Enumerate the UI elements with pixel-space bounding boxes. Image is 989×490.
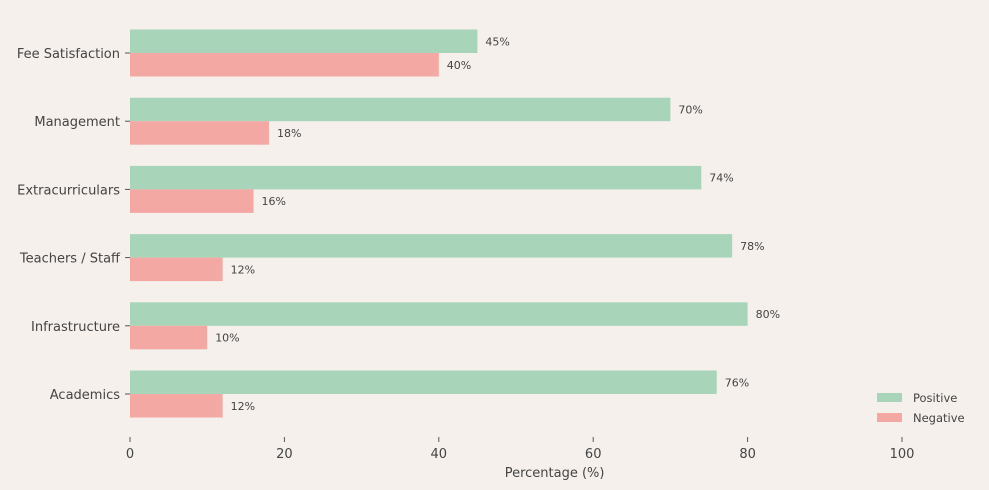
legend-swatch-negative bbox=[877, 413, 902, 422]
bars-layer bbox=[130, 29, 748, 418]
bar-positive-1 bbox=[130, 29, 478, 53]
bar-positive-2 bbox=[130, 97, 671, 122]
bar-positive-5 bbox=[130, 302, 748, 326]
bar-negative-2 bbox=[130, 121, 269, 145]
value-labels-layer: 45% 40% 70% 18% 74% 16% 78% 12% 80% 10% 76% 12% bbox=[215, 35, 780, 413]
legend-label-negative: Negative bbox=[913, 411, 965, 425]
bar-positive-3 bbox=[130, 165, 702, 190]
legend: Positive Negative bbox=[877, 391, 965, 425]
bar-negative-1 bbox=[130, 53, 439, 77]
value-label-negative-5: 10% bbox=[215, 332, 239, 345]
category-labels-layer: Fee Satisfaction Management Extracurricula… bbox=[17, 47, 130, 403]
value-label-negative-2: 18% bbox=[277, 127, 301, 140]
category-label-4: Teachers / Staff bbox=[19, 252, 121, 267]
bar-negative-3 bbox=[130, 189, 254, 213]
value-label-negative-3: 16% bbox=[262, 195, 286, 208]
bar-positive-4 bbox=[130, 234, 733, 258]
value-label-negative-1: 40% bbox=[447, 59, 471, 72]
category-label-1: Fee Satisfaction bbox=[17, 47, 120, 62]
category-label-6: Academics bbox=[50, 388, 120, 403]
bar-negative-4 bbox=[130, 257, 223, 282]
x-tick-label-0: 0 bbox=[126, 447, 134, 462]
category-label-2: Management bbox=[34, 115, 120, 130]
value-label-positive-3: 74% bbox=[709, 172, 733, 185]
value-label-positive-6: 76% bbox=[725, 376, 749, 389]
value-label-negative-4: 12% bbox=[231, 263, 255, 276]
value-label-positive-4: 78% bbox=[740, 240, 764, 253]
x-tick-label-40: 40 bbox=[431, 447, 448, 462]
x-tick-label-60: 60 bbox=[585, 447, 602, 462]
value-label-positive-2: 70% bbox=[678, 103, 702, 116]
value-label-positive-5: 80% bbox=[756, 308, 780, 321]
category-label-3: Extracurriculars bbox=[17, 183, 120, 198]
x-tick-label-20: 20 bbox=[276, 447, 293, 462]
legend-label-positive: Positive bbox=[913, 391, 957, 405]
x-axis-title: Percentage (%) bbox=[505, 466, 605, 481]
x-tick-label-80: 80 bbox=[739, 447, 756, 462]
x-axis: 0 20 40 60 80 100 bbox=[126, 437, 915, 462]
bar-negative-6 bbox=[130, 394, 223, 418]
bar-negative-5 bbox=[130, 325, 208, 350]
bar-positive-6 bbox=[130, 370, 717, 394]
value-label-positive-1: 45% bbox=[485, 35, 509, 48]
category-label-5: Infrastructure bbox=[31, 320, 120, 335]
legend-swatch-positive bbox=[877, 393, 902, 402]
x-tick-label-100: 100 bbox=[890, 447, 915, 462]
value-label-negative-6: 12% bbox=[231, 400, 255, 413]
